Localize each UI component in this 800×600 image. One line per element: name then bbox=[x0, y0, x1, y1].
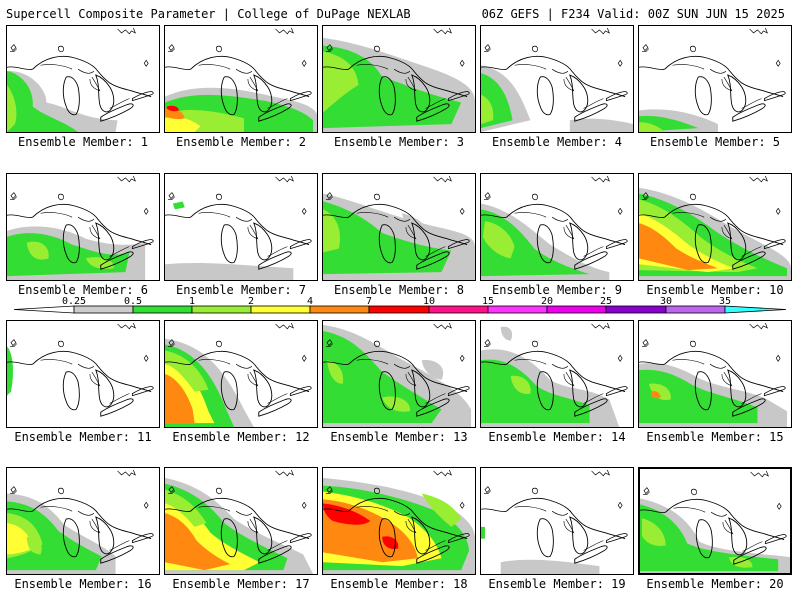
ensemble-member-label: Ensemble Member: 1 bbox=[17, 135, 149, 149]
ensemble-member-label: Ensemble Member: 20 bbox=[646, 577, 784, 591]
colorbar-segment bbox=[428, 305, 489, 314]
scp-map bbox=[323, 322, 472, 427]
scp-map bbox=[481, 27, 633, 132]
colorbar-segment bbox=[73, 305, 134, 314]
ensemble-map-panel[interactable] bbox=[480, 320, 634, 428]
ensemble-map-panel[interactable] bbox=[6, 173, 160, 281]
ensemble-member-label: Ensemble Member: 8 bbox=[333, 283, 465, 297]
header-title: Supercell Composite Parameter | College … bbox=[6, 7, 411, 21]
colorbar-tick-label: 25 bbox=[600, 296, 612, 307]
ensemble-map-panel[interactable] bbox=[6, 467, 160, 575]
colorbar-segment bbox=[368, 305, 430, 314]
header-run-info: 06Z GEFS | F234 Valid: 00Z SUN JUN 15 20… bbox=[481, 7, 785, 21]
ensemble-member-label: Ensemble Member: 16 bbox=[14, 577, 152, 591]
scp-map bbox=[323, 175, 475, 280]
colorbar-tick-label: 7 bbox=[366, 296, 372, 307]
scp-map bbox=[165, 322, 312, 427]
ensemble-map-panel[interactable] bbox=[638, 467, 792, 575]
ensemble-map-panel[interactable] bbox=[638, 25, 792, 133]
scp-map bbox=[639, 322, 788, 427]
scp-map bbox=[7, 469, 154, 574]
ensemble-map-panel[interactable] bbox=[6, 25, 160, 133]
colorbar-segment bbox=[132, 305, 193, 314]
colorbar-segment bbox=[487, 305, 548, 314]
colorbar-tick-label: 30 bbox=[660, 296, 672, 307]
scp-map bbox=[7, 175, 154, 280]
scp-map bbox=[481, 469, 628, 574]
scp-map bbox=[7, 27, 154, 132]
colorbar-segment bbox=[309, 305, 370, 314]
ensemble-member-label: Ensemble Member: 19 bbox=[488, 577, 626, 591]
ensemble-map-panel[interactable] bbox=[480, 173, 634, 281]
ensemble-member-label: Ensemble Member: 4 bbox=[491, 135, 623, 149]
ensemble-member-label: Ensemble Member: 3 bbox=[333, 135, 465, 149]
colorbar-tick-label: 2 bbox=[248, 296, 254, 307]
ensemble-map-panel[interactable] bbox=[480, 25, 634, 133]
colorbar: 0.25 0.5 1 2 4 7 10 15 20 25 30 35 bbox=[13, 296, 787, 314]
colorbar-segment bbox=[605, 305, 667, 314]
colorbar-tick-label: 0.25 bbox=[62, 296, 86, 307]
colorbar-tick-label: 10 bbox=[423, 296, 435, 307]
ensemble-map-panel[interactable] bbox=[322, 173, 476, 281]
colorbar-segment bbox=[546, 305, 607, 314]
colorbar-tick-label: 20 bbox=[541, 296, 553, 307]
ensemble-member-label: Ensemble Member: 7 bbox=[175, 283, 307, 297]
scp-map bbox=[323, 469, 475, 574]
ensemble-member-label: Ensemble Member: 14 bbox=[488, 430, 626, 444]
ensemble-map-panel[interactable] bbox=[480, 467, 634, 575]
ensemble-map-panel[interactable] bbox=[638, 320, 792, 428]
scp-map bbox=[323, 27, 475, 132]
scp-map bbox=[639, 175, 791, 280]
colorbar-segment bbox=[724, 305, 787, 314]
colorbar-tick-label: 4 bbox=[307, 296, 313, 307]
ensemble-map-panel[interactable] bbox=[164, 467, 318, 575]
ensemble-member-label: Ensemble Member: 12 bbox=[172, 430, 310, 444]
colorbar-segment bbox=[665, 305, 726, 314]
ensemble-member-label: Ensemble Member: 10 bbox=[646, 283, 784, 297]
ensemble-map-panel[interactable] bbox=[638, 173, 792, 281]
ensemble-member-label: Ensemble Member: 18 bbox=[330, 577, 468, 591]
ensemble-member-label: Ensemble Member: 17 bbox=[172, 577, 310, 591]
ensemble-member-label: Ensemble Member: 2 bbox=[175, 135, 307, 149]
colorbar-segment bbox=[250, 305, 311, 314]
scp-map bbox=[481, 322, 628, 427]
scp-map bbox=[640, 470, 790, 573]
ensemble-member-label: Ensemble Member: 13 bbox=[330, 430, 468, 444]
colorbar-segment bbox=[191, 305, 252, 314]
scp-map bbox=[7, 322, 154, 417]
ensemble-member-label: Ensemble Member: 15 bbox=[646, 430, 784, 444]
scp-map bbox=[481, 175, 628, 280]
scp-map bbox=[639, 27, 786, 132]
colorbar-tick-label: 15 bbox=[482, 296, 494, 307]
ensemble-map-panel[interactable] bbox=[164, 320, 318, 428]
ensemble-member-label: Ensemble Member: 6 bbox=[17, 283, 149, 297]
ensemble-map-panel[interactable] bbox=[322, 320, 476, 428]
ensemble-map-panel[interactable] bbox=[322, 25, 476, 133]
colorbar-tick-label: 0.5 bbox=[124, 296, 142, 307]
ensemble-member-label: Ensemble Member: 5 bbox=[649, 135, 781, 149]
ensemble-map-panel[interactable] bbox=[164, 173, 318, 281]
ensemble-member-label: Ensemble Member: 9 bbox=[491, 283, 623, 297]
scp-map bbox=[165, 175, 312, 280]
colorbar-segment bbox=[13, 305, 75, 314]
ensemble-map-panel[interactable] bbox=[164, 25, 318, 133]
scp-map bbox=[165, 469, 314, 574]
ensemble-member-label: Ensemble Member: 11 bbox=[14, 430, 152, 444]
colorbar-tick-label: 35 bbox=[719, 296, 731, 307]
colorbar-tick-label: 1 bbox=[189, 296, 195, 307]
ensemble-map-panel[interactable] bbox=[322, 467, 476, 575]
ensemble-map-panel[interactable] bbox=[6, 320, 160, 428]
scp-map bbox=[165, 27, 317, 132]
